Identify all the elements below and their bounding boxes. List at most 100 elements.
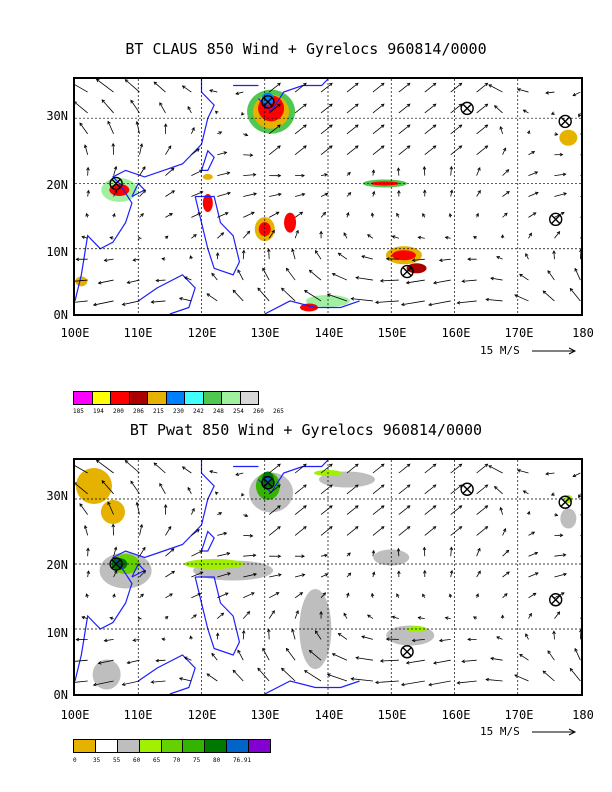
wind-arrow (580, 576, 581, 578)
wind-arrow-head (303, 463, 307, 468)
wind-arrow-head (484, 124, 489, 128)
wind-arrow (75, 300, 88, 303)
colorbar-tick-label: 80 (213, 757, 221, 764)
wind-arrow (433, 659, 451, 664)
wind-arrow (528, 171, 538, 176)
wind-arrow-head (396, 212, 400, 217)
wind-arrow-head (226, 552, 231, 556)
wind-arrow (486, 298, 503, 302)
wind-arrow-head (187, 106, 191, 110)
wind-arrow-head (371, 169, 376, 174)
wind-arrow-head (215, 632, 220, 637)
wind-arrow (211, 273, 218, 281)
wind-arrow-head (109, 236, 114, 240)
wind-arrow-head (444, 616, 449, 620)
wind-arrow (327, 673, 348, 682)
wind-arrow-head (271, 610, 275, 614)
wind-arrow-head (329, 505, 333, 509)
wind-arrow (191, 148, 200, 156)
wind-arrow-head (572, 92, 577, 97)
wind-arrow (187, 106, 192, 114)
wind-arrow (502, 212, 508, 218)
wind-arrow-head (170, 167, 175, 172)
wind-arrow (139, 593, 144, 599)
wind-arrow (268, 103, 281, 114)
wind-arrow-head (504, 212, 508, 217)
wind-arrow (268, 610, 275, 619)
wind-arrow (332, 273, 348, 281)
wind-arrow-head (458, 82, 463, 87)
wind-arrow-head (461, 279, 466, 283)
wind-arrow-head (277, 554, 282, 559)
wind-arrow-head (308, 269, 313, 274)
wind-arrow-head (354, 484, 359, 488)
wind-arrow-head (563, 192, 568, 196)
wind-arrow (488, 84, 503, 93)
wind-arrow (165, 167, 175, 176)
wind-arrow (268, 249, 270, 260)
wind-arrow (217, 532, 227, 536)
wind-arrow-head (563, 572, 568, 577)
wind-arrow (545, 91, 555, 94)
wind-arrow-head (488, 84, 492, 88)
wind-arrow-head (385, 637, 390, 641)
wind-arrow-head (124, 79, 129, 83)
panel1-scale-arrow (532, 347, 577, 355)
wind-arrow-head (552, 630, 556, 635)
wind-arrow-head (113, 165, 118, 170)
panel2-map-canvas (75, 460, 581, 694)
wind-arrow-head (164, 615, 169, 620)
wind-arrow (159, 483, 166, 494)
shading-blob (406, 263, 427, 274)
wind-arrow (216, 252, 219, 260)
colorbar-tick-label: 55 (113, 757, 121, 764)
wind-arrow-head (324, 173, 328, 177)
wind-arrow (476, 103, 488, 114)
wind-arrow (496, 256, 503, 260)
wind-arrow (346, 145, 359, 156)
panel2-lon-150e: 150E (377, 708, 407, 722)
wind-arrow (433, 279, 451, 284)
wind-arrow (262, 648, 270, 661)
wind-arrow-head (103, 258, 108, 262)
wind-arrow-head (438, 258, 443, 262)
wind-arrow-head (493, 105, 498, 109)
wind-arrow (450, 526, 462, 536)
wind-arrow (372, 572, 375, 578)
wind-arrow-head (329, 463, 333, 468)
wind-arrow (494, 105, 503, 114)
gyre-location-marker (400, 264, 414, 279)
colorbar-tick-label: 265 (273, 408, 284, 415)
wind-arrow (569, 288, 581, 302)
wind-arrow-head (155, 658, 160, 663)
colorbar-swatch (95, 740, 118, 752)
wind-arrow-head (433, 661, 437, 665)
wind-arrow-head (277, 463, 281, 468)
wind-arrow-head (329, 103, 333, 108)
wind-arrow (346, 526, 359, 536)
wind-arrow-head (449, 569, 454, 574)
wind-arrow-head (86, 547, 90, 552)
shading-blob (258, 222, 271, 237)
wind-arrow-head (153, 462, 158, 466)
wind-arrow (490, 657, 503, 661)
gyre-location-marker (549, 593, 563, 607)
wind-arrow (462, 279, 477, 282)
wind-arrow-head (223, 151, 228, 155)
gyre-location-marker (261, 95, 275, 109)
wind-arrow-head (444, 235, 449, 240)
shading-blob (100, 500, 125, 524)
colorbar-tick-label: 76.91 (233, 757, 252, 764)
wind-arrow (81, 236, 88, 239)
wind-arrow-head (285, 267, 290, 272)
wind-arrow-head (308, 649, 313, 654)
wind-arrow (75, 101, 88, 114)
wind-arrow (502, 169, 509, 176)
wind-arrow (130, 480, 140, 495)
wind-arrow-head (400, 302, 405, 307)
wind-arrow (125, 79, 140, 93)
shading-blob (300, 303, 319, 312)
wind-arrow (184, 656, 192, 661)
wind-arrow-head (504, 593, 508, 597)
wind-arrow (268, 463, 281, 474)
